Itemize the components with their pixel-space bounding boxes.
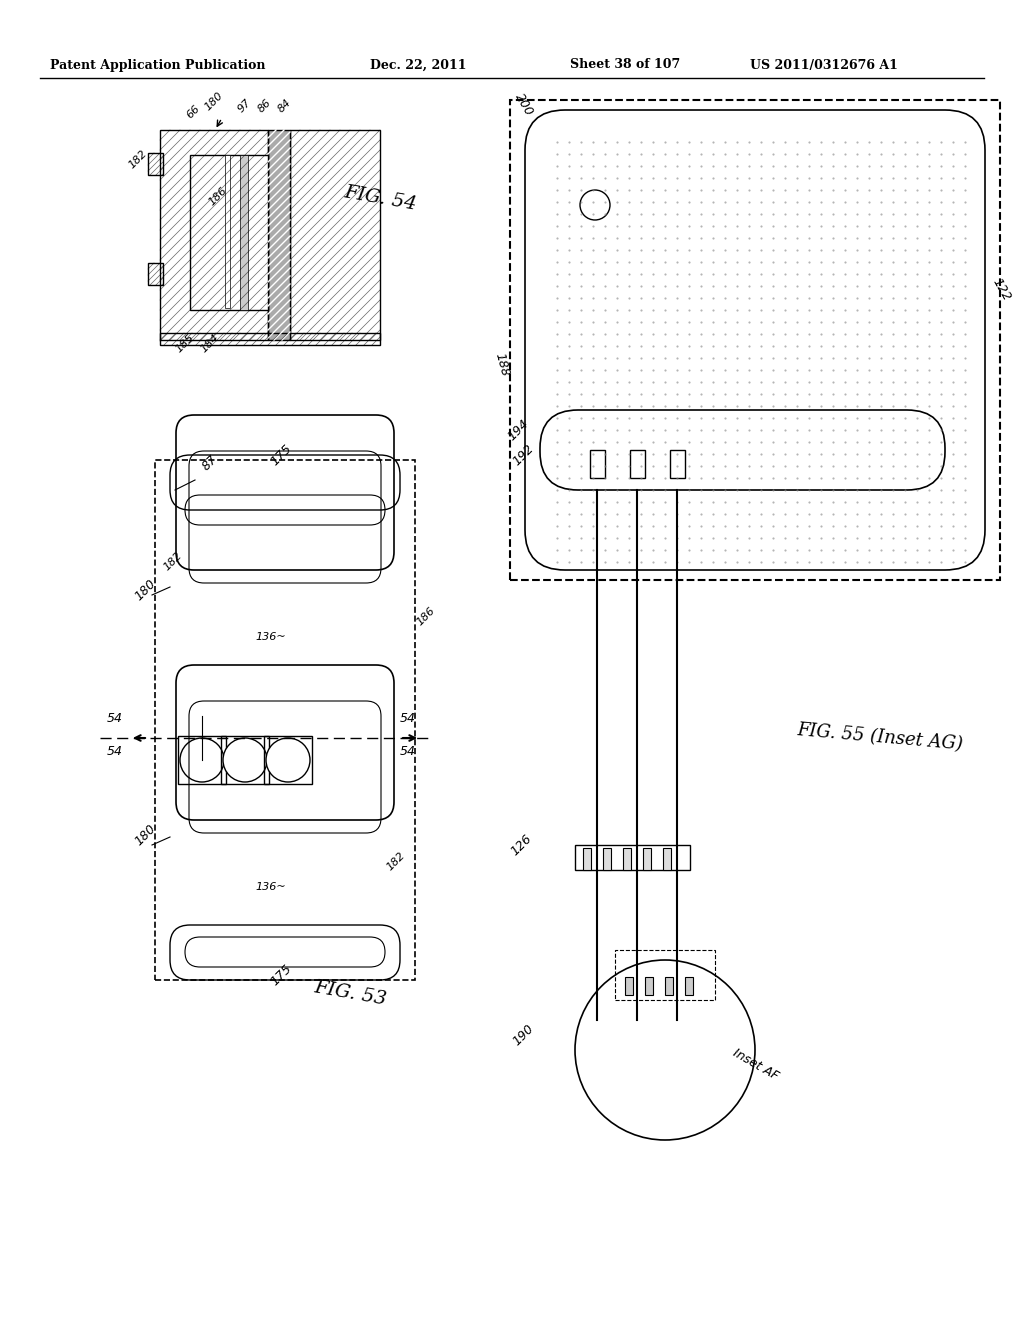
Bar (240, 154, 248, 310)
Text: 66: 66 (184, 103, 202, 120)
Circle shape (580, 190, 610, 220)
Text: 175: 175 (268, 962, 294, 987)
Bar (575, 845, 690, 870)
Text: 180: 180 (132, 822, 158, 847)
Bar (190, 154, 268, 310)
Text: FIG. 54: FIG. 54 (342, 183, 418, 214)
Circle shape (180, 738, 224, 781)
Bar (225, 154, 230, 308)
Bar (160, 129, 268, 341)
Text: Dec. 22, 2011: Dec. 22, 2011 (370, 58, 467, 71)
Bar (155, 459, 415, 979)
Text: 194: 194 (505, 417, 531, 444)
Text: 87: 87 (200, 453, 220, 473)
Bar (623, 847, 631, 870)
Text: Patent Application Publication: Patent Application Publication (50, 58, 265, 71)
Text: 182: 182 (385, 850, 408, 873)
Bar (148, 263, 163, 285)
Bar (268, 129, 290, 341)
Bar (643, 847, 651, 870)
Bar (665, 977, 673, 995)
Bar (670, 450, 685, 478)
Text: 186: 186 (415, 605, 437, 627)
Text: 182: 182 (162, 550, 184, 572)
Text: 84: 84 (276, 96, 294, 114)
Bar (160, 333, 380, 345)
Text: FIG. 53: FIG. 53 (312, 978, 388, 1008)
Text: 54: 54 (400, 711, 416, 725)
Bar (583, 847, 591, 870)
Text: 136~: 136~ (255, 632, 286, 642)
Bar (148, 153, 163, 176)
Bar (178, 737, 226, 784)
Bar (645, 977, 653, 995)
Text: 186: 186 (207, 185, 229, 207)
Text: 136~: 136~ (255, 882, 286, 892)
Circle shape (223, 738, 267, 781)
Bar (603, 847, 611, 870)
Text: 175: 175 (268, 442, 294, 469)
Bar (615, 950, 715, 1001)
Text: 122: 122 (990, 276, 1014, 304)
Bar (290, 129, 380, 341)
Bar (685, 977, 693, 995)
Bar (221, 737, 269, 784)
Text: Inset AF: Inset AF (730, 1047, 780, 1082)
Bar (590, 450, 605, 478)
Bar (264, 737, 312, 784)
Text: US 2011/0312676 A1: US 2011/0312676 A1 (750, 58, 898, 71)
Text: 54: 54 (106, 744, 123, 758)
Text: FIG. 55 (Inset AG): FIG. 55 (Inset AG) (797, 722, 964, 754)
Text: 86: 86 (256, 96, 273, 114)
Bar (663, 847, 671, 870)
Text: 184: 184 (199, 331, 221, 354)
Text: 97: 97 (236, 96, 253, 114)
Text: 190: 190 (510, 1022, 537, 1048)
Text: 54: 54 (106, 711, 123, 725)
Bar (630, 450, 645, 478)
Circle shape (575, 960, 755, 1140)
Text: 200: 200 (512, 91, 536, 117)
Text: 126: 126 (508, 832, 535, 858)
Text: 180: 180 (132, 577, 158, 603)
Bar (510, 100, 1000, 579)
FancyBboxPatch shape (540, 411, 945, 490)
Text: 188: 188 (492, 351, 511, 378)
Text: 182: 182 (127, 148, 150, 170)
Text: 54: 54 (400, 744, 416, 758)
Circle shape (266, 738, 310, 781)
Text: 180: 180 (203, 90, 225, 112)
Text: 192: 192 (510, 442, 537, 469)
Bar (625, 977, 633, 995)
Text: Sheet 38 of 107: Sheet 38 of 107 (570, 58, 680, 71)
Text: 185: 185 (174, 331, 196, 354)
